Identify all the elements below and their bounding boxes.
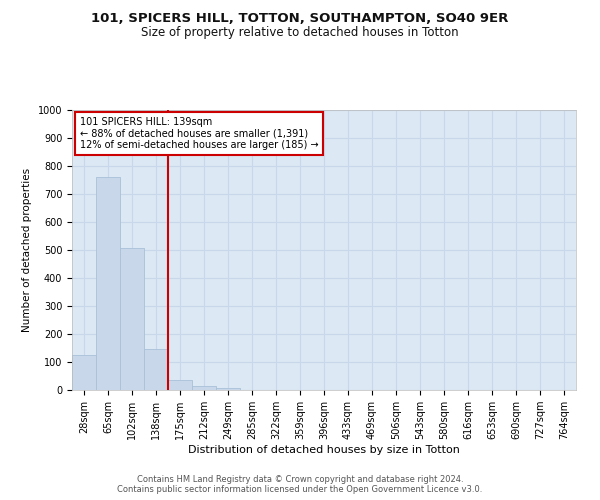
Bar (144, 348, 168, 390)
Text: 101 SPICERS HILL: 139sqm
← 88% of detached houses are smaller (1,391)
12% of sem: 101 SPICERS HILL: 139sqm ← 88% of detach… (80, 117, 318, 150)
Text: Size of property relative to detached houses in Totton: Size of property relative to detached ho… (141, 26, 459, 39)
Y-axis label: Number of detached properties: Number of detached properties (22, 168, 32, 332)
Bar (120, 248, 144, 390)
Bar (192, 386, 216, 390)
Text: 101, SPICERS HILL, TOTTON, SOUTHAMPTON, SO40 9ER: 101, SPICERS HILL, TOTTON, SOUTHAMPTON, … (91, 12, 509, 26)
Bar (216, 388, 240, 390)
Bar (168, 380, 192, 390)
X-axis label: Distribution of detached houses by size in Totton: Distribution of detached houses by size … (188, 445, 460, 455)
Bar (72, 355, 96, 390)
Bar (96, 177, 120, 390)
Text: Contains HM Land Registry data © Crown copyright and database right 2024.
Contai: Contains HM Land Registry data © Crown c… (118, 474, 482, 494)
